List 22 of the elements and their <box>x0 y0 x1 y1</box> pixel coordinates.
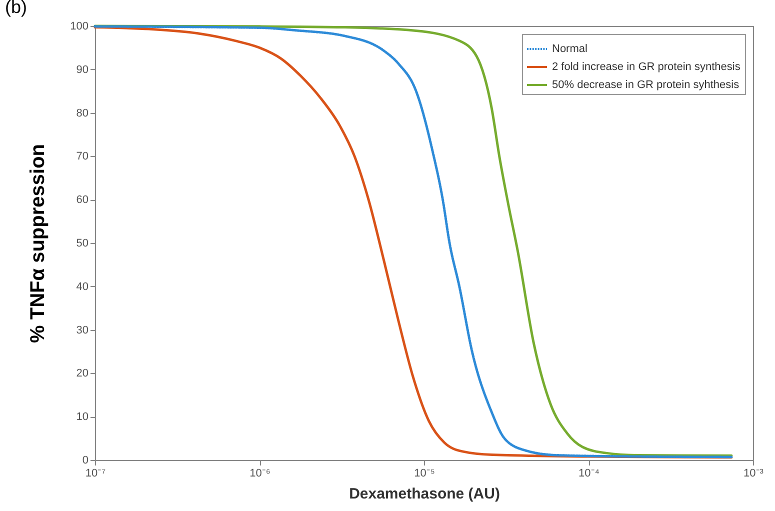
y-tick-label: 30 <box>76 324 88 336</box>
x-axis-title: Dexamethasone (AU) <box>349 486 500 502</box>
x-tick-label: 10⁻⁷ <box>85 468 106 480</box>
x-tick-label: 10⁻³ <box>744 468 764 480</box>
y-tick-label: 0 <box>82 454 88 466</box>
y-tick-label: 80 <box>76 107 88 120</box>
y-tick-label: 50 <box>76 238 88 250</box>
y-tick-label: 70 <box>76 150 88 163</box>
y-tick-label: 100 <box>70 20 88 32</box>
x-tick-label: 10⁻⁶ <box>250 468 270 480</box>
legend-label: Normal <box>552 43 588 55</box>
legend-label: 50% decrease in GR protein syhthesis <box>552 79 740 91</box>
y-tick-label: 60 <box>76 194 88 206</box>
y-axis-title: % TNFα suppression <box>27 144 50 343</box>
y-tick-label: 10 <box>76 411 88 424</box>
y-tick-label: 90 <box>76 64 88 76</box>
legend-label: 2 fold increase in GR protein synthesis <box>552 61 741 73</box>
x-tick-label: 10⁻⁵ <box>414 468 435 480</box>
chart-title: (b) <box>5 0 27 17</box>
y-tick-label: 20 <box>76 368 88 380</box>
x-tick-label: 10⁻⁴ <box>578 468 600 480</box>
y-tick-label: 40 <box>76 280 88 293</box>
